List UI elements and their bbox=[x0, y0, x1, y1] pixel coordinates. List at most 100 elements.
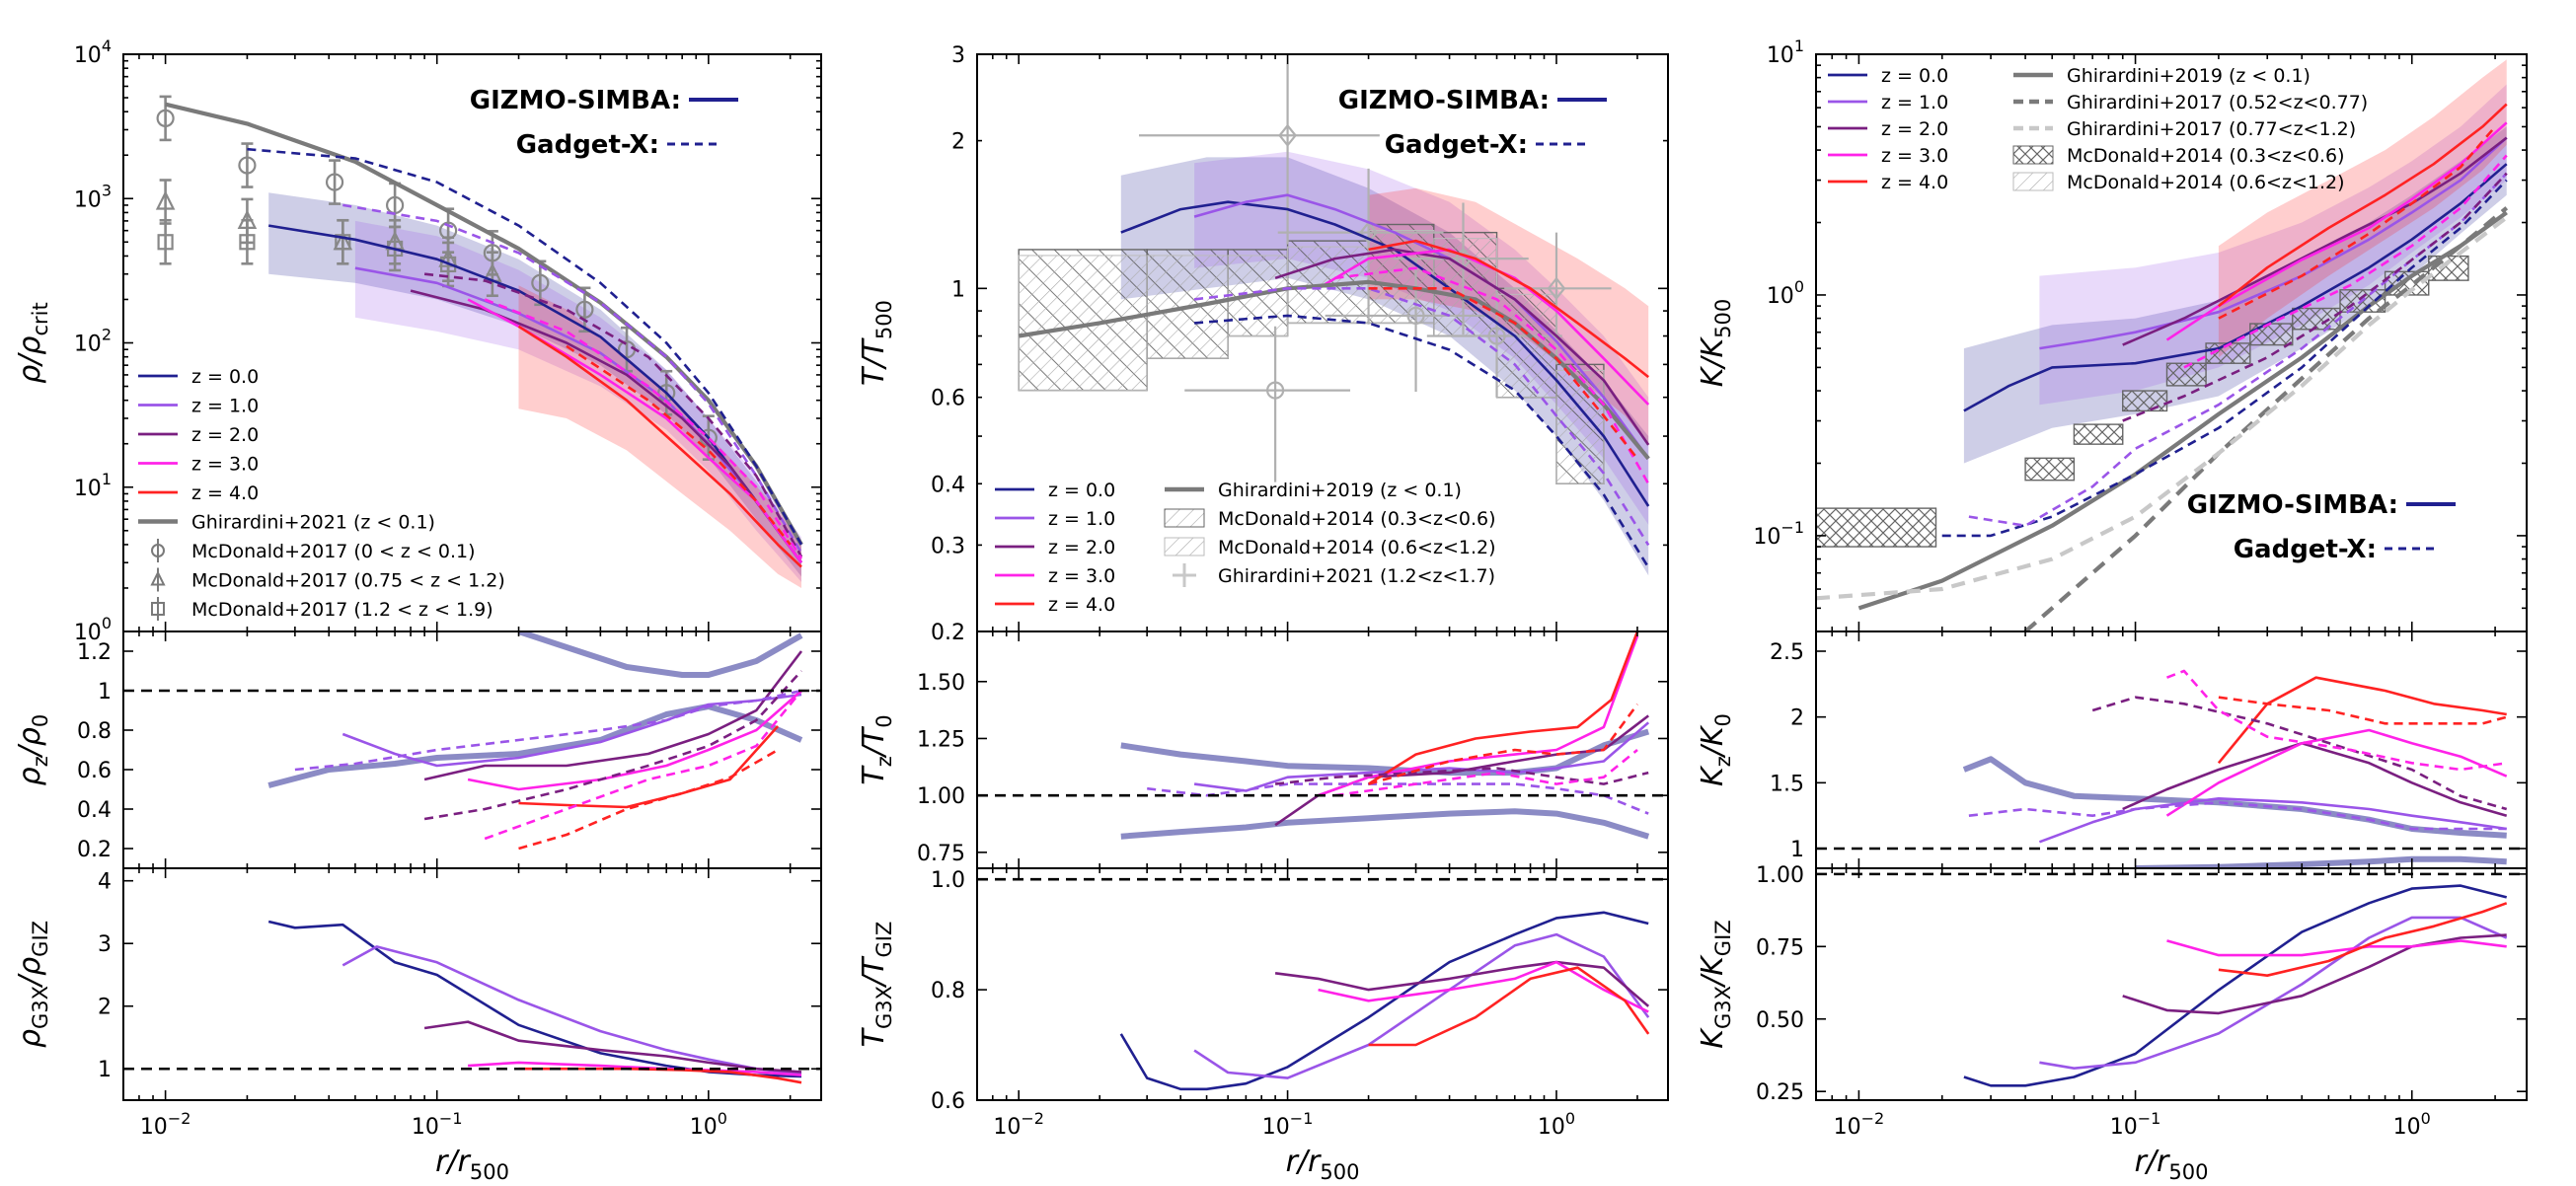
legend-label: z = 3.0 bbox=[1048, 565, 1115, 587]
ylabel-sub: GIZ bbox=[872, 922, 896, 958]
legend-label: McDonald+2014 (0.3<z<0.6) bbox=[1218, 508, 1496, 530]
legend-label: Ghirardini+2019 (z < 0.1) bbox=[1218, 480, 1462, 501]
y-tick-label: 0.2 bbox=[931, 621, 965, 645]
series-line bbox=[2122, 742, 2508, 817]
legend-label: z = 1.0 bbox=[1048, 508, 1115, 530]
xlabel-main: r/r bbox=[2135, 1145, 2170, 1179]
ylabel-slash: /T bbox=[857, 336, 891, 370]
square-marker bbox=[239, 234, 256, 251]
ylabel-sub: G3X bbox=[1711, 986, 1735, 1029]
gadget-x-label: Gadget-X: bbox=[2234, 535, 2377, 564]
tick-value: 0.75 bbox=[917, 842, 965, 866]
series-line bbox=[1857, 210, 2508, 611]
series-line bbox=[1367, 631, 1639, 785]
tick-exp: −2 bbox=[1021, 1109, 1044, 1128]
xlabel-sub: 500 bbox=[470, 1160, 509, 1184]
x-tick-label: 100 bbox=[690, 1109, 727, 1140]
y-tick-label: 101 bbox=[74, 470, 112, 501]
tick-exp: 0 bbox=[1565, 1109, 1575, 1128]
hatched-box bbox=[2249, 323, 2294, 346]
tick-value: 0.6 bbox=[77, 759, 112, 783]
y-tick-label: 1 bbox=[951, 277, 965, 302]
axes-frame bbox=[1815, 867, 2528, 1101]
tick-base: 10 bbox=[74, 43, 102, 68]
tick-value: 2 bbox=[1790, 706, 1804, 731]
x-tick-label: 10−1 bbox=[2110, 1109, 2161, 1140]
legend-label: McDonald+2017 (0.75 < z < 1.2) bbox=[191, 570, 505, 592]
tick-value: 1.0 bbox=[931, 868, 965, 893]
y-tick-label: 0.8 bbox=[77, 719, 112, 744]
y-tick-label: 0.4 bbox=[77, 798, 112, 823]
series-line bbox=[1274, 960, 1650, 1007]
entropy-main-lines bbox=[1816, 103, 2509, 631]
tick-exp: −2 bbox=[1861, 1109, 1885, 1128]
series-line bbox=[1318, 960, 1649, 1013]
entropy-ratio-z-lines bbox=[1962, 669, 2508, 868]
entropy-ratio-g3x-lines bbox=[1963, 884, 2508, 1087]
axes-frame bbox=[122, 630, 822, 869]
ylabel-slash: /K bbox=[1696, 724, 1730, 759]
ylabel-sub: GIZ bbox=[29, 921, 52, 957]
tick-base: 10 bbox=[74, 187, 102, 212]
series-line bbox=[2135, 855, 2507, 868]
tick-value: 1 bbox=[1790, 838, 1804, 862]
entropy-ratio-z-axes: 1 1.5 2 2.5 Kz/K0 bbox=[1696, 630, 2528, 869]
x-tick-label: 10−1 bbox=[1262, 1109, 1314, 1140]
legend-label: Ghirardini+2021 (1.2<z<1.7) bbox=[1218, 565, 1495, 587]
tick-value: 2 bbox=[951, 130, 965, 155]
series-line bbox=[2091, 696, 2508, 811]
series-line bbox=[1368, 704, 1639, 785]
legend-label: z = 1.0 bbox=[1881, 92, 1948, 113]
series-line bbox=[2166, 669, 2507, 772]
y-tick-label: 104 bbox=[74, 37, 112, 68]
series-line bbox=[423, 650, 803, 781]
tick-value: 1.5 bbox=[1770, 772, 1804, 796]
series-line bbox=[2218, 125, 2497, 320]
y-axis-label: TG3X/TGIZ bbox=[857, 922, 896, 1048]
y-tick-label: 2 bbox=[98, 996, 112, 1020]
tick-value: 0.2 bbox=[77, 838, 112, 862]
ylabel-sub: GIZ bbox=[1711, 920, 1735, 956]
series-line bbox=[1962, 756, 2507, 839]
entropy-main-legend: GIZMO-SIMBA: Gadget-X: z = 0.0 z = 1.0 z = 2… bbox=[1828, 65, 2456, 564]
tick-value: 0.3 bbox=[931, 534, 965, 558]
ylabel-slash: /ρ bbox=[13, 727, 47, 759]
circle-marker bbox=[325, 173, 344, 191]
circle-marker bbox=[575, 300, 594, 319]
axes-frame bbox=[1815, 630, 2528, 869]
legend-swatch bbox=[151, 544, 165, 557]
ylabel-num: K bbox=[1696, 765, 1730, 786]
hatched-box bbox=[2024, 457, 2076, 482]
gadget-x-label: Gadget-X: bbox=[1385, 130, 1528, 160]
tick-value: 0.50 bbox=[1756, 1008, 1804, 1033]
ylabel-num: T bbox=[857, 365, 891, 386]
ylabel-num: ρ bbox=[13, 767, 47, 785]
y-tick-label: 0.8 bbox=[931, 979, 965, 1003]
series-line bbox=[1193, 287, 1650, 547]
legend-swatch bbox=[2012, 145, 2054, 165]
series-line bbox=[1274, 248, 1650, 446]
tick-base: 10 bbox=[1767, 284, 1794, 309]
tick-base: 10 bbox=[690, 1115, 718, 1140]
temp-ratio-z-lines bbox=[1120, 631, 1650, 840]
tick-exp: 1 bbox=[102, 470, 112, 488]
tick-value: 2.5 bbox=[1770, 640, 1804, 665]
diamond-marker bbox=[1359, 220, 1378, 245]
density-main-bands bbox=[268, 192, 801, 588]
y-tick-label: 0.4 bbox=[931, 473, 965, 497]
legend-swatch bbox=[2012, 172, 2054, 191]
series-line bbox=[1368, 239, 1650, 379]
xlabel-sub: 500 bbox=[2168, 1160, 2208, 1184]
series-line bbox=[2023, 206, 2509, 631]
x-tick-label: 10−1 bbox=[412, 1109, 463, 1140]
ylabel-sub: z bbox=[872, 756, 896, 767]
tick-exp: −1 bbox=[1780, 518, 1804, 537]
legend-label: z = 1.0 bbox=[191, 396, 259, 417]
legend-swatch bbox=[150, 570, 166, 586]
legend-label: Ghirardini+2017 (0.52<z<0.77) bbox=[2067, 92, 2368, 113]
series-line bbox=[2038, 797, 2507, 844]
series-line bbox=[1368, 287, 1639, 460]
legend-label: z = 2.0 bbox=[1048, 537, 1115, 558]
tick-value: 3 bbox=[98, 932, 112, 957]
